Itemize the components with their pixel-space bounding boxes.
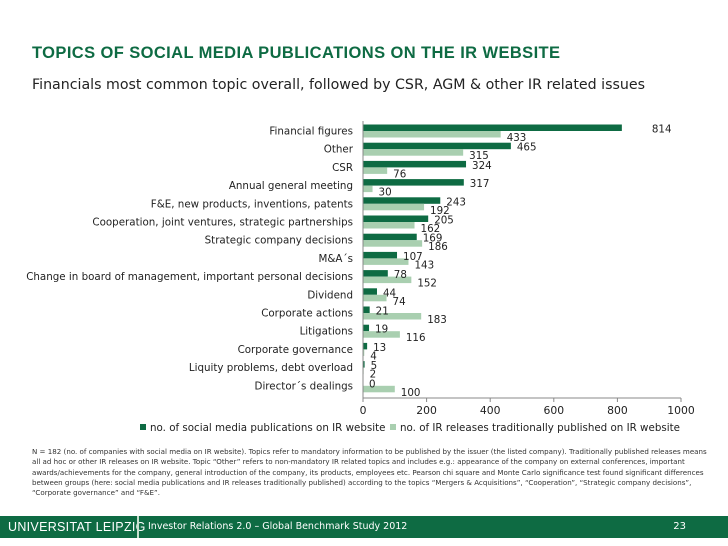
data-label: 169: [423, 233, 443, 245]
category-label: Litigations: [300, 326, 353, 338]
data-label: 19: [375, 324, 388, 336]
data-label: 315: [469, 150, 489, 162]
data-label: 192: [430, 205, 450, 217]
data-label: 2: [370, 369, 377, 381]
data-label: 324: [472, 160, 492, 172]
x-tick-label: 800: [607, 404, 628, 417]
data-label: 13: [373, 342, 386, 354]
bar-social-media: [363, 197, 441, 204]
bar-traditional-releases: [363, 149, 464, 156]
footer-bar: UNIVERSITAT LEIPZIG Investor Relations 2…: [0, 516, 728, 538]
bar-social-media: [363, 160, 467, 168]
category-label: Change in board of management, important…: [26, 271, 353, 283]
category-label: Liquity problems, debt overload: [189, 362, 353, 374]
page-number: 23: [673, 521, 686, 532]
data-label: 76: [393, 168, 406, 180]
bar-social-media: [363, 270, 388, 277]
bar-social-media: [363, 179, 464, 186]
bar-traditional-releases: [363, 385, 395, 393]
bar-traditional-releases: [363, 331, 400, 338]
data-label: 116: [406, 332, 426, 344]
bar-traditional-releases: [363, 258, 409, 265]
bar-social-media: [363, 233, 417, 241]
bar-social-media: [363, 251, 398, 259]
data-label: 186: [428, 241, 448, 253]
data-label: 205: [434, 215, 454, 227]
category-label: CSR: [332, 162, 353, 174]
topics-bar-chart: Financial figures Other CSR Annual general …: [26, 121, 695, 434]
bar-traditional-releases: [363, 222, 415, 229]
x-tick-label: 600: [543, 404, 564, 417]
slide-subtitle: Financials most common topic overall, fo…: [32, 77, 645, 93]
data-label: 183: [427, 314, 447, 326]
footnote: N = 182 (no. of companies with social me…: [32, 447, 707, 498]
footer-study-title: Investor Relations 2.0 – Global Benchmar…: [148, 521, 408, 532]
bar-social-media: [363, 342, 368, 350]
bar-traditional-releases: [363, 167, 388, 174]
bar-social-media: [363, 324, 370, 332]
x-tick-label: 400: [480, 404, 501, 417]
bar-traditional-releases: [363, 203, 425, 211]
x-tick-label: 200: [416, 404, 437, 417]
legend-label: no. of social media publications on IR w…: [150, 422, 385, 434]
data-label: 152: [417, 278, 437, 290]
x-tick-label: 0: [360, 404, 367, 417]
category-label: Other: [324, 144, 354, 156]
category-label: Strategic company decisions: [205, 235, 353, 247]
category-label: Financial figures: [269, 126, 353, 138]
data-label: 243: [446, 196, 466, 208]
bar-traditional-releases: [363, 276, 412, 284]
data-label: 78: [394, 269, 407, 281]
bar-traditional-releases: [363, 349, 365, 356]
bar-social-media: [363, 124, 622, 131]
bar-traditional-releases: [363, 240, 423, 247]
data-label: 433: [507, 132, 527, 144]
data-label: 162: [421, 223, 441, 235]
bar-social-media: [363, 361, 365, 368]
data-label: 74: [393, 296, 406, 308]
data-label: 21: [376, 306, 389, 318]
bar-traditional-releases: [363, 131, 501, 138]
data-label: 44: [383, 287, 396, 299]
data-label: 465: [517, 142, 537, 154]
data-label: 5: [371, 360, 378, 372]
bar-social-media: [363, 306, 370, 313]
footer-divider: [137, 516, 139, 538]
university-logo: UNIVERSITAT LEIPZIG: [8, 520, 146, 534]
data-label: 814: [652, 124, 672, 136]
category-label: Cooperation, joint ventures, strategic p…: [92, 217, 353, 229]
data-label: 143: [414, 259, 434, 271]
bar-traditional-releases: [363, 313, 422, 320]
category-label: Dividend: [307, 289, 353, 301]
data-label: 0: [369, 378, 376, 390]
slide-title: TOPICS OF SOCIAL MEDIA PUBLICATIONS ON T…: [32, 44, 561, 62]
category-label: Annual general meeting: [229, 180, 353, 192]
category-label: Corporate governance: [238, 344, 353, 356]
bar-traditional-releases: [363, 185, 373, 193]
bar-social-media: [363, 288, 377, 295]
x-tick-label: 1000: [667, 404, 695, 417]
data-label: 30: [379, 187, 392, 199]
legend-swatch: [390, 424, 396, 430]
bar-traditional-releases: [363, 294, 387, 302]
legend-swatch: [140, 424, 146, 430]
category-label: M&A´s: [319, 253, 353, 265]
category-label: Corporate actions: [261, 308, 353, 320]
data-label: 100: [401, 387, 421, 399]
legend-label: no. of IR releases traditionally publish…: [400, 422, 680, 434]
bar-social-media: [363, 215, 429, 222]
bar-social-media: [363, 142, 511, 150]
category-label: F&E, new products, inventions, patents: [151, 198, 353, 210]
data-label: 4: [370, 350, 377, 362]
data-label: 317: [470, 178, 490, 190]
data-label: 107: [403, 251, 423, 263]
category-label: Director´s dealings: [255, 380, 353, 392]
